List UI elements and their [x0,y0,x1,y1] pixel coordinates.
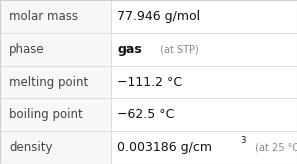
Text: density: density [9,141,52,154]
Text: (at STP): (at STP) [157,44,198,54]
Text: −111.2 °C: −111.2 °C [117,75,182,89]
Text: 0.003186 g/cm: 0.003186 g/cm [117,141,212,154]
Text: −62.5 °C: −62.5 °C [117,108,175,121]
Text: boiling point: boiling point [9,108,83,121]
Text: molar mass: molar mass [9,10,78,23]
Bar [0,66,111,98]
Text: melting point: melting point [9,75,88,89]
Bar [0,33,111,66]
Bar [0,131,111,164]
Bar [0,98,111,131]
Text: 77.946 g/mol: 77.946 g/mol [117,10,200,23]
Text: (at 25 °C): (at 25 °C) [252,143,297,153]
Bar [0,0,111,33]
Text: phase: phase [9,43,45,56]
Text: 3: 3 [241,136,246,145]
Text: gas: gas [117,43,142,56]
